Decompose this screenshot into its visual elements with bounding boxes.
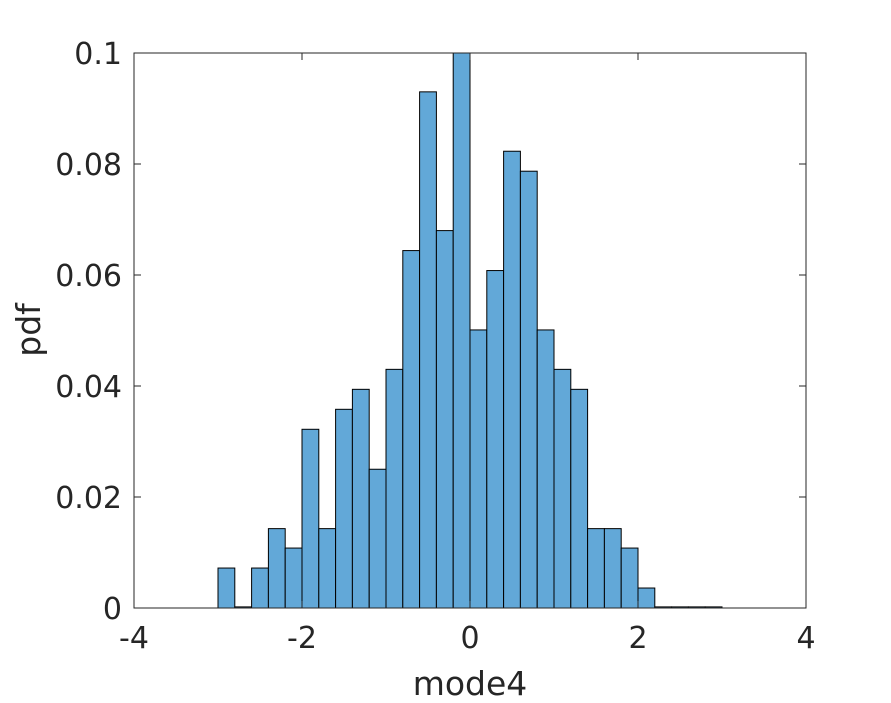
histogram-bar-24	[620, 547, 639, 609]
x-tick-label-0: -4	[119, 621, 149, 656]
histogram-bar-23	[603, 528, 622, 609]
y-tick-label-1: 0.02	[55, 481, 122, 516]
histogram-bar-22	[587, 528, 605, 609]
histogram-bar-25	[637, 587, 656, 609]
histogram-bar-16	[486, 270, 505, 609]
histogram-bar-4	[284, 547, 303, 609]
histogram-bar-0	[217, 567, 236, 609]
y-tick-label-5: 0.1	[74, 37, 122, 72]
histogram-bar-11	[402, 250, 421, 609]
histogram-bar-17	[503, 150, 521, 609]
x-tick-labels: -4 -2 0 2 4	[119, 621, 816, 656]
y-tick-labels: 0 0.02 0.04 0.06 0.08 0.1	[55, 37, 122, 627]
histogram-bar-21	[570, 388, 589, 609]
histogram-bar-12	[419, 91, 437, 609]
x-tick-label-4: 4	[796, 621, 815, 656]
histogram-bar-9	[368, 468, 387, 609]
histogram-bar-6	[318, 528, 337, 609]
histogram-bar-14	[452, 52, 471, 609]
histogram-bar-13	[435, 230, 454, 609]
y-tick-label-0: 0	[103, 592, 122, 627]
histogram-bar-7	[335, 408, 353, 609]
histogram-bar-18	[519, 170, 538, 609]
histogram-bar-8	[351, 388, 370, 609]
x-tick-label-2: 0	[460, 621, 479, 656]
y-axis-label: pdf	[9, 302, 48, 357]
histogram-bars	[217, 52, 723, 609]
histogram-bar-20	[553, 368, 572, 609]
y-tick-label-3: 0.06	[55, 259, 122, 294]
histogram-bar-19	[536, 329, 555, 609]
histogram-bar-3	[267, 528, 286, 609]
x-axis-label: mode4	[413, 664, 528, 703]
histogram-bar-5	[301, 428, 320, 609]
plot-frame	[133, 52, 807, 609]
y-tick-label-4: 0.08	[55, 148, 122, 183]
histogram-bar-10	[385, 368, 404, 609]
histogram-bar-2	[251, 567, 269, 609]
y-tick-label-2: 0.04	[55, 370, 122, 405]
histogram-bar-15	[469, 329, 488, 609]
x-tick-label-1: -2	[287, 621, 317, 656]
x-tick-label-3: 2	[628, 621, 647, 656]
